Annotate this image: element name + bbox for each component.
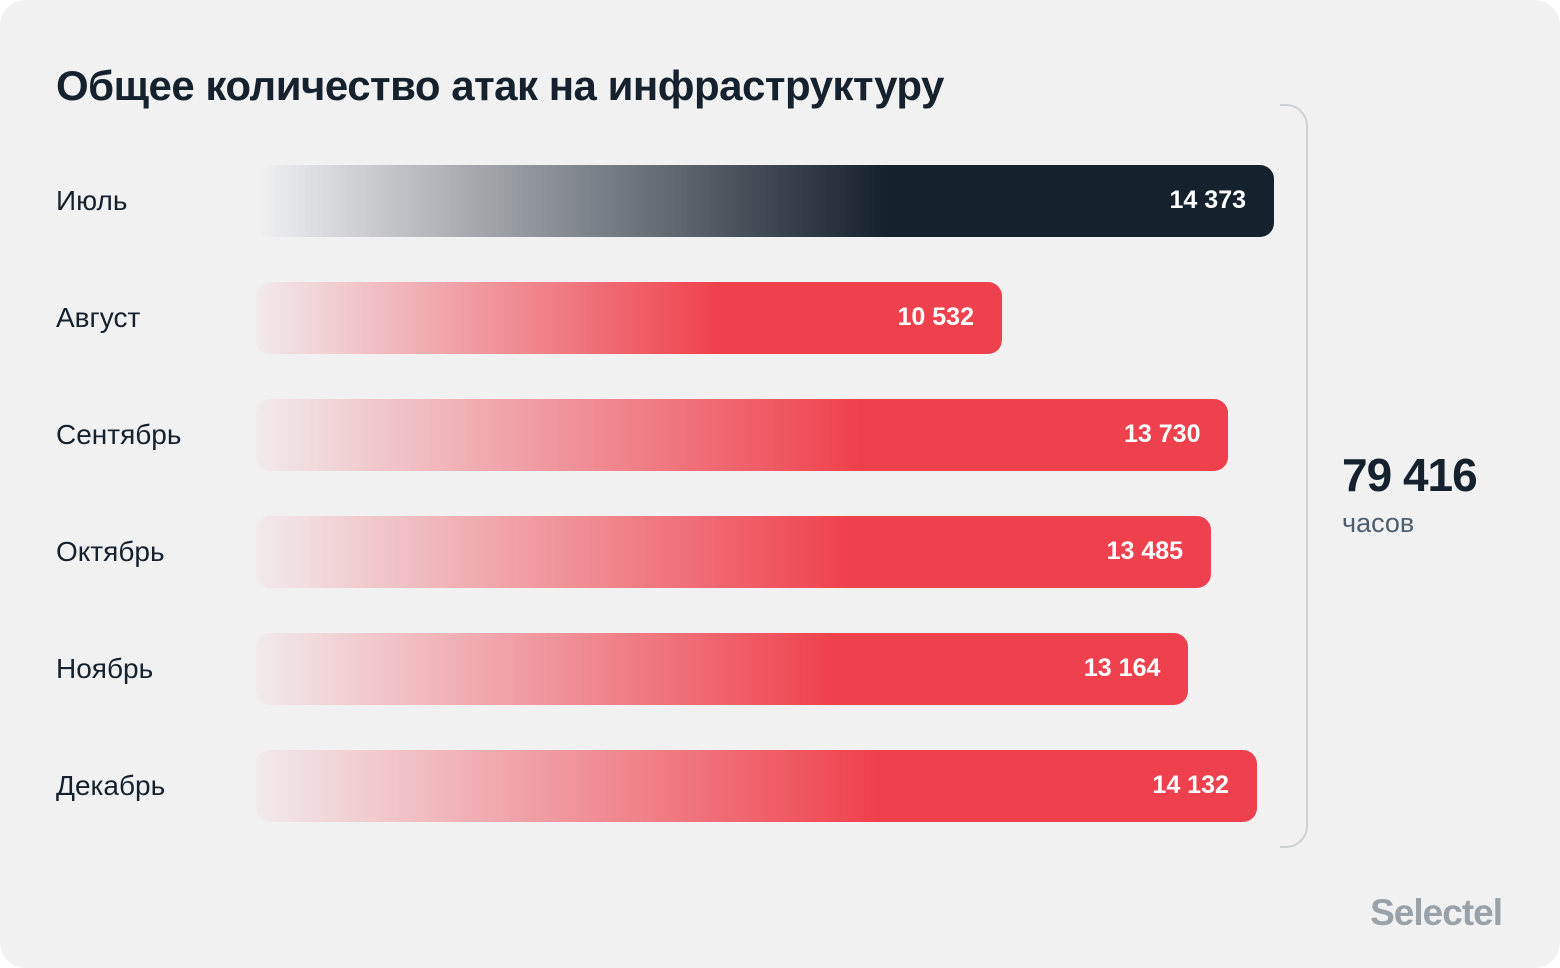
bar-row: Октябрь 13 485 xyxy=(56,493,1274,610)
bracket-column xyxy=(1280,104,1314,849)
bar: 14 373 xyxy=(256,164,1274,237)
bar-value-label: 14 132 xyxy=(1152,771,1229,800)
bar-row: Декабрь 14 132 xyxy=(56,727,1274,844)
bar: 10 532 xyxy=(256,281,1002,354)
bar-row: Ноябрь 13 164 xyxy=(56,610,1274,727)
category-label: Ноябрь xyxy=(56,652,154,684)
bar-value-label: 13 730 xyxy=(1124,420,1201,449)
category-label: Сентябрь xyxy=(56,418,182,450)
bar-value-label: 13 485 xyxy=(1106,537,1184,566)
category-label: Декабрь xyxy=(56,769,166,801)
bar: 13 164 xyxy=(256,632,1189,705)
bar-row: Сентябрь 13 730 xyxy=(56,376,1274,493)
category-label: Август xyxy=(56,301,141,333)
bar: 13 485 xyxy=(256,515,1212,588)
bar-track: 13 485 xyxy=(256,515,1274,588)
category-label: Октябрь xyxy=(56,535,165,567)
bar-track: 14 132 xyxy=(256,749,1274,822)
bar-rows: Июль 14 373 Август 10 532 Сентябрь 13 730 Октя… xyxy=(56,142,1274,844)
bar-value-label: 14 373 xyxy=(1169,186,1246,215)
total-summary: 79 416 часов xyxy=(1314,142,1504,844)
bar-value-label: 10 532 xyxy=(897,303,974,332)
bar-track: 13 730 xyxy=(256,398,1274,471)
bar: 13 730 xyxy=(256,398,1229,471)
bar-row: Июль 14 373 xyxy=(56,142,1274,259)
bar-chart: Июль 14 373 Август 10 532 Сентябрь 13 730 Октя… xyxy=(56,104,1504,849)
bar-track: 14 373 xyxy=(256,164,1274,237)
bar-track: 13 164 xyxy=(256,632,1274,705)
chart-title: Общее количество атак на инфраструктуру xyxy=(56,62,944,109)
bar: 14 132 xyxy=(256,749,1257,822)
bar-row: Август 10 532 xyxy=(56,259,1274,376)
selectel-logo: Selectel xyxy=(1370,892,1503,933)
total-bracket xyxy=(1280,104,1308,849)
total-unit: часов xyxy=(1342,507,1415,538)
bar-value-label: 13 164 xyxy=(1083,654,1161,683)
bar-track: 10 532 xyxy=(256,281,1274,354)
total-value: 79 416 xyxy=(1342,448,1478,501)
category-label: Июль xyxy=(56,184,128,216)
